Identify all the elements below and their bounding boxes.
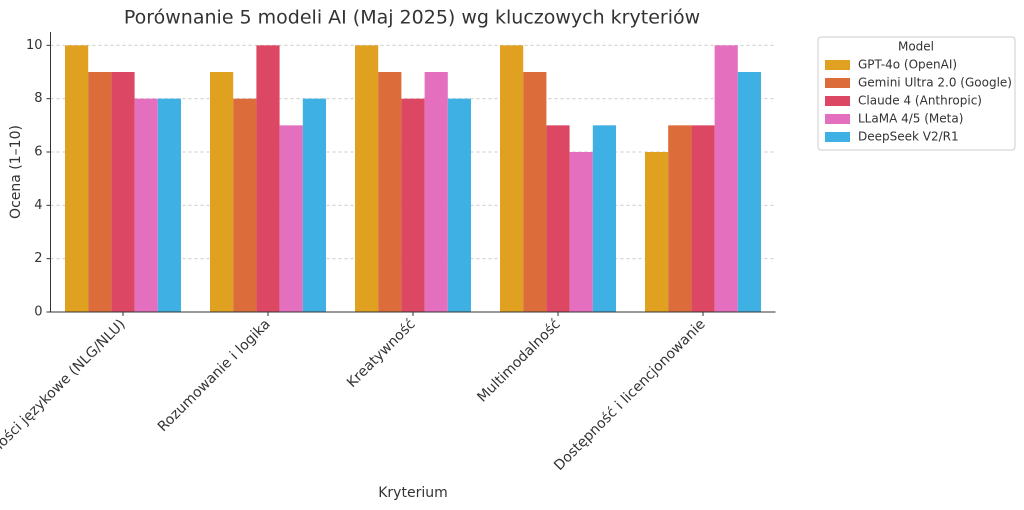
bar xyxy=(447,98,471,313)
legend-swatch xyxy=(825,78,850,88)
y-axis-label: Ocena (1–10) xyxy=(8,125,24,219)
bar xyxy=(523,72,547,312)
bar xyxy=(737,72,761,312)
y-tick-label: 10 xyxy=(26,38,43,53)
legend-swatch xyxy=(825,96,850,106)
bar xyxy=(691,125,715,312)
x-tick-label: Multimodalność xyxy=(474,316,563,405)
x-tick-label: Dostępność i licencjonowanie xyxy=(551,316,709,474)
x-tick-label: Rozumowanie i logika xyxy=(155,316,274,435)
legend-label: DeepSeek V2/R1 xyxy=(858,130,959,144)
x-axis-label: Kryterium xyxy=(378,485,447,501)
legend-swatch xyxy=(825,60,850,70)
bar xyxy=(157,98,181,313)
bar xyxy=(645,152,669,312)
bar xyxy=(500,45,524,312)
legend-box xyxy=(817,36,1016,151)
bar xyxy=(401,98,425,313)
legend-swatch xyxy=(825,114,850,124)
x-tick-label: Kreatywność xyxy=(344,316,419,391)
bar xyxy=(233,98,257,313)
legend-title: Model xyxy=(898,40,934,54)
y-tick-label: 4 xyxy=(34,198,42,213)
y-tick-label: 2 xyxy=(34,251,42,266)
legend-label: LLaMA 4/5 (Meta) xyxy=(858,112,963,126)
y-tick-label: 8 xyxy=(34,91,42,106)
legend-label: GPT-4o (OpenAI) xyxy=(858,58,957,72)
bar xyxy=(355,45,379,312)
bar xyxy=(424,72,448,312)
bar xyxy=(378,72,402,312)
bar xyxy=(134,98,158,313)
bar xyxy=(714,45,738,312)
bar xyxy=(210,72,234,312)
bar xyxy=(302,98,326,313)
y-tick-label: 6 xyxy=(34,145,42,160)
legend-label: Gemini Ultra 2.0 (Google) xyxy=(858,76,1012,90)
bar xyxy=(592,125,616,312)
legend-label: Claude 4 (Anthropic) xyxy=(858,94,982,108)
x-tick-label: Zdolności językowe (NLG/NLU) xyxy=(0,316,129,478)
bar xyxy=(256,45,280,312)
bar xyxy=(111,72,135,312)
bar xyxy=(88,72,112,312)
legend-swatch xyxy=(825,132,850,142)
bar xyxy=(279,125,303,312)
bar xyxy=(546,125,570,312)
bar xyxy=(569,152,593,312)
chart-title: Porównanie 5 modeli AI (Maj 2025) wg klu… xyxy=(124,7,700,29)
bar xyxy=(668,125,692,312)
y-tick-label: 0 xyxy=(34,305,42,320)
bar xyxy=(65,45,89,312)
